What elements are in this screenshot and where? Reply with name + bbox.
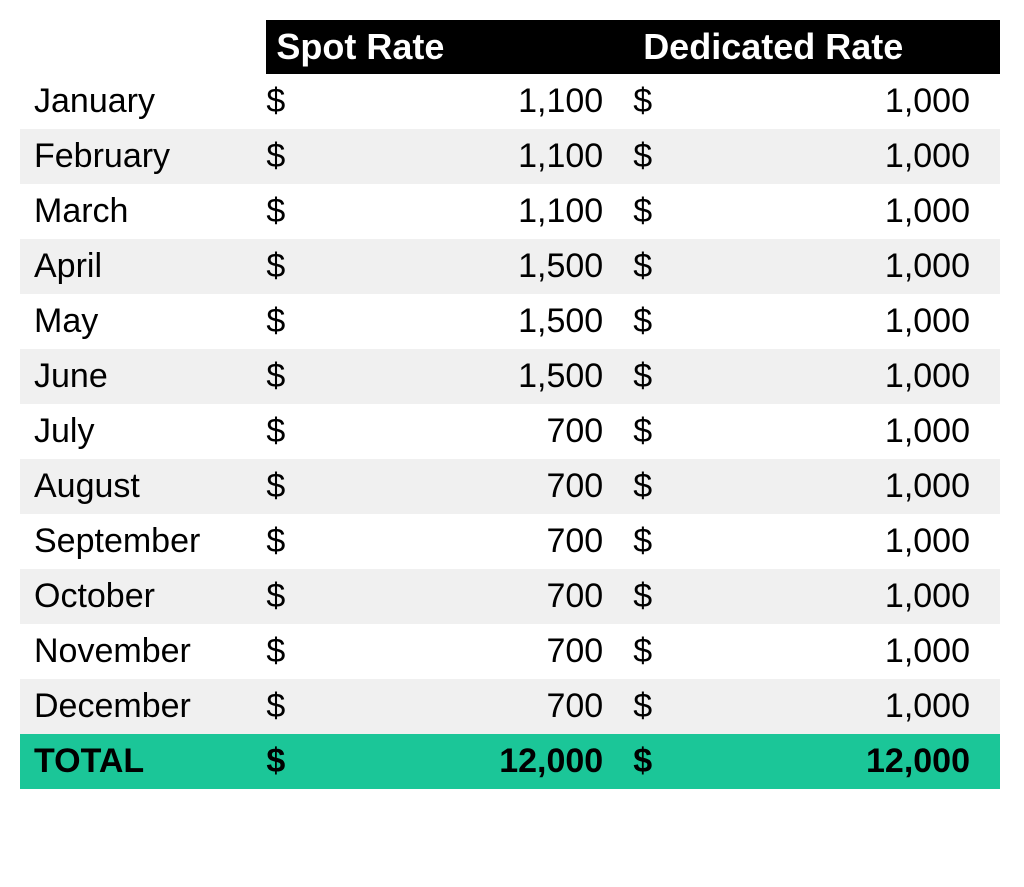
total-label: TOTAL <box>20 734 266 789</box>
currency-symbol: $ <box>633 349 679 404</box>
dedicated-value: 1,000 <box>679 294 1000 349</box>
table-row: September $ 700 $ 1,000 <box>20 514 1000 569</box>
spot-rate-header: Spot Rate <box>266 20 633 74</box>
month-header <box>20 20 266 74</box>
currency-symbol: $ <box>633 569 679 624</box>
rates-table: Spot Rate Dedicated Rate January $ 1,100… <box>20 20 1000 789</box>
spot-value: 1,100 <box>312 74 633 129</box>
month-cell: June <box>20 349 266 404</box>
table-row: August $ 700 $ 1,000 <box>20 459 1000 514</box>
dedicated-value: 1,000 <box>679 74 1000 129</box>
currency-symbol: $ <box>633 459 679 514</box>
currency-symbol: $ <box>266 624 312 679</box>
dedicated-value: 1,000 <box>679 129 1000 184</box>
table-row: July $ 700 $ 1,000 <box>20 404 1000 459</box>
month-cell: February <box>20 129 266 184</box>
spot-value: 1,500 <box>312 294 633 349</box>
dedicated-value: 1,000 <box>679 679 1000 734</box>
currency-symbol: $ <box>266 349 312 404</box>
dedicated-value: 1,000 <box>679 569 1000 624</box>
spot-value: 700 <box>312 624 633 679</box>
total-dedicated-value: 12,000 <box>679 734 1000 789</box>
month-cell: March <box>20 184 266 239</box>
spot-value: 700 <box>312 459 633 514</box>
currency-symbol: $ <box>633 679 679 734</box>
spot-value: 1,500 <box>312 349 633 404</box>
dedicated-value: 1,000 <box>679 404 1000 459</box>
month-cell: May <box>20 294 266 349</box>
dedicated-value: 1,000 <box>679 184 1000 239</box>
currency-symbol: $ <box>266 514 312 569</box>
currency-symbol: $ <box>633 129 679 184</box>
dedicated-value: 1,000 <box>679 459 1000 514</box>
spot-value: 700 <box>312 679 633 734</box>
spot-value: 700 <box>312 569 633 624</box>
currency-symbol: $ <box>266 239 312 294</box>
currency-symbol: $ <box>266 459 312 514</box>
spot-value: 1,500 <box>312 239 633 294</box>
dedicated-value: 1,000 <box>679 624 1000 679</box>
table-header-row: Spot Rate Dedicated Rate <box>20 20 1000 74</box>
dedicated-value: 1,000 <box>679 349 1000 404</box>
currency-symbol: $ <box>266 74 312 129</box>
month-cell: October <box>20 569 266 624</box>
spot-value: 1,100 <box>312 184 633 239</box>
currency-symbol: $ <box>633 404 679 459</box>
currency-symbol: $ <box>266 734 312 789</box>
currency-symbol: $ <box>633 239 679 294</box>
dedicated-rate-header: Dedicated Rate <box>633 20 1000 74</box>
currency-symbol: $ <box>633 74 679 129</box>
currency-symbol: $ <box>266 569 312 624</box>
spot-value: 700 <box>312 404 633 459</box>
currency-symbol: $ <box>266 129 312 184</box>
month-cell: August <box>20 459 266 514</box>
table-body: January $ 1,100 $ 1,000 February $ 1,100… <box>20 74 1000 789</box>
currency-symbol: $ <box>266 404 312 459</box>
total-spot-value: 12,000 <box>312 734 633 789</box>
table-row: December $ 700 $ 1,000 <box>20 679 1000 734</box>
month-cell: December <box>20 679 266 734</box>
table-row: January $ 1,100 $ 1,000 <box>20 74 1000 129</box>
table-row: November $ 700 $ 1,000 <box>20 624 1000 679</box>
table-row: October $ 700 $ 1,000 <box>20 569 1000 624</box>
month-cell: July <box>20 404 266 459</box>
currency-symbol: $ <box>633 294 679 349</box>
currency-symbol: $ <box>266 679 312 734</box>
spot-value: 1,100 <box>312 129 633 184</box>
currency-symbol: $ <box>633 514 679 569</box>
month-cell: September <box>20 514 266 569</box>
month-cell: November <box>20 624 266 679</box>
currency-symbol: $ <box>633 624 679 679</box>
table-row: March $ 1,100 $ 1,000 <box>20 184 1000 239</box>
month-cell: April <box>20 239 266 294</box>
currency-symbol: $ <box>633 734 679 789</box>
table-row: June $ 1,500 $ 1,000 <box>20 349 1000 404</box>
total-row: TOTAL $ 12,000 $ 12,000 <box>20 734 1000 789</box>
dedicated-value: 1,000 <box>679 239 1000 294</box>
currency-symbol: $ <box>633 184 679 239</box>
dedicated-value: 1,000 <box>679 514 1000 569</box>
table-row: February $ 1,100 $ 1,000 <box>20 129 1000 184</box>
month-cell: January <box>20 74 266 129</box>
currency-symbol: $ <box>266 294 312 349</box>
table-row: April $ 1,500 $ 1,000 <box>20 239 1000 294</box>
spot-value: 700 <box>312 514 633 569</box>
currency-symbol: $ <box>266 184 312 239</box>
table-row: May $ 1,500 $ 1,000 <box>20 294 1000 349</box>
